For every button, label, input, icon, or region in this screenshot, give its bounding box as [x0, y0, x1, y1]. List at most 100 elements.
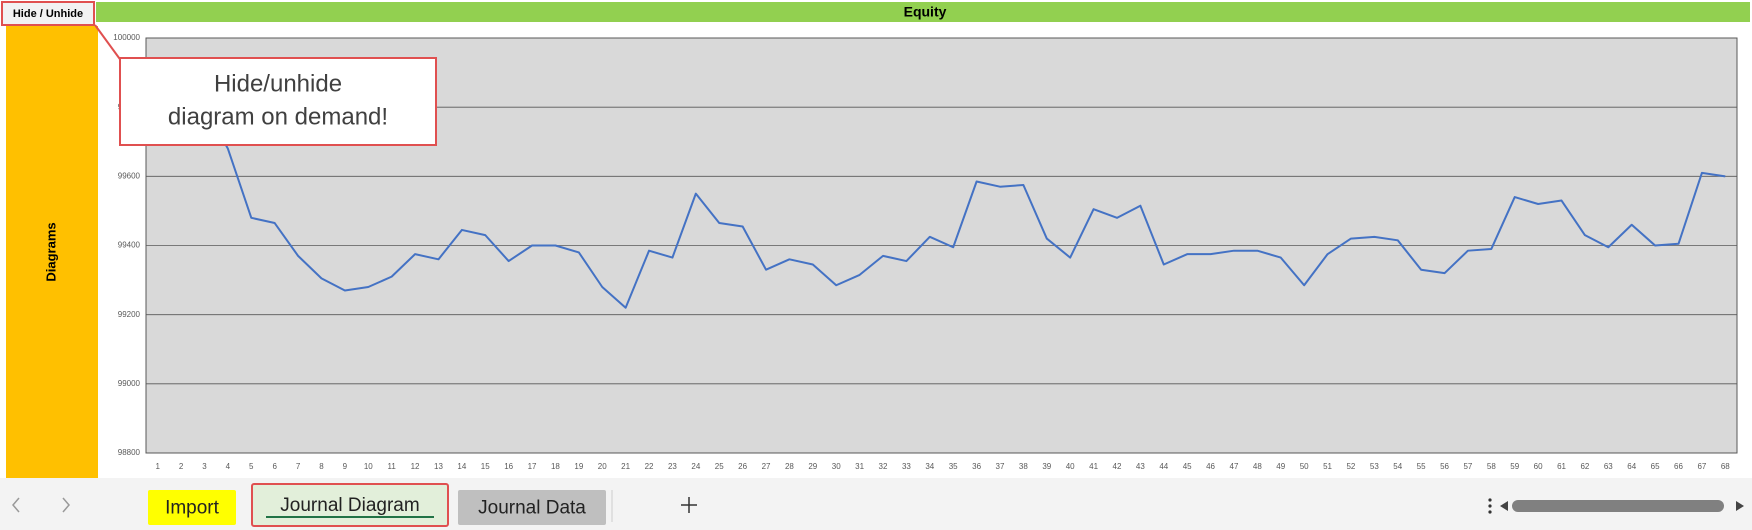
x-tick-label: 58 [1487, 462, 1496, 471]
x-tick-label: 61 [1557, 462, 1566, 471]
side-panel [6, 26, 98, 478]
dot[interactable] [1488, 504, 1492, 508]
x-tick-label: 28 [785, 462, 794, 471]
sheet-tab-label[interactable]: Journal Data [478, 498, 586, 519]
chart: 9880099000992009940099600998001000001234… [113, 33, 1738, 471]
more-options-button[interactable] [1488, 498, 1492, 514]
x-tick-label: 42 [1113, 462, 1122, 471]
x-tick-label: 8 [319, 462, 324, 471]
x-tick-label: 18 [551, 462, 560, 471]
x-tick-label: 51 [1323, 462, 1332, 471]
dot[interactable] [1488, 510, 1492, 514]
x-tick-label: 35 [949, 462, 958, 471]
x-tick-label: 1 [155, 462, 160, 471]
x-tick-label: 45 [1183, 462, 1192, 471]
callout: Hide/unhide diagram on demand! [94, 24, 437, 146]
x-tick-label: 13 [434, 462, 443, 471]
scroll-thumb[interactable] [1512, 500, 1724, 512]
dot[interactable] [1488, 498, 1492, 502]
x-tick-label: 23 [668, 462, 677, 471]
sheet-tab[interactable] [458, 490, 606, 525]
x-tick-label: 4 [226, 462, 231, 471]
x-tick-label: 33 [902, 462, 911, 471]
x-tick-label: 37 [996, 462, 1005, 471]
add-sheet-button[interactable] [681, 497, 697, 513]
x-tick-label: 59 [1510, 462, 1519, 471]
y-tick-label: 99200 [118, 310, 141, 319]
x-tick-label: 62 [1580, 462, 1589, 471]
y-tick-label: 99600 [118, 171, 141, 180]
x-tick-label: 68 [1721, 462, 1730, 471]
x-tick-label: 16 [504, 462, 513, 471]
x-tick-label: 24 [691, 462, 700, 471]
x-tick-label: 34 [925, 462, 934, 471]
x-tick-label: 15 [481, 462, 490, 471]
x-tick-label: 64 [1627, 462, 1636, 471]
x-tick-label: 7 [296, 462, 301, 471]
x-tick-label: 22 [645, 462, 654, 471]
x-tick-label: 21 [621, 462, 630, 471]
sheet-tab-label[interactable]: Journal Diagram [280, 495, 419, 516]
toggle-button-label[interactable]: Hide / Unhide [13, 8, 83, 20]
toggle-button[interactable] [1, 1, 95, 26]
next-sheet-button[interactable] [62, 497, 70, 513]
x-tick-label: 46 [1206, 462, 1215, 471]
x-tick-label: 36 [972, 462, 981, 471]
title-bar [96, 2, 1750, 22]
y-tick-label: 98800 [118, 448, 141, 457]
x-tick-label: 14 [457, 462, 466, 471]
x-tick-label: 20 [598, 462, 607, 471]
x-tick-label: 65 [1651, 462, 1660, 471]
x-tick-label: 26 [738, 462, 747, 471]
side-panel-label: Diagrams [43, 222, 58, 281]
chart-title: Equity [904, 4, 947, 20]
x-tick-label: 66 [1674, 462, 1683, 471]
x-tick-label: 25 [715, 462, 724, 471]
x-tick-label: 52 [1346, 462, 1355, 471]
x-tick-label: 60 [1534, 462, 1543, 471]
x-tick-label: 17 [528, 462, 537, 471]
x-tick-label: 11 [388, 462, 397, 471]
x-tick-label: 9 [343, 462, 348, 471]
x-tick-label: 54 [1393, 462, 1402, 471]
x-tick-label: 31 [855, 462, 864, 471]
scroll-left-button[interactable] [1500, 501, 1508, 511]
x-tick-label: 41 [1089, 462, 1098, 471]
x-tick-label: 56 [1440, 462, 1449, 471]
x-tick-label: 44 [1159, 462, 1168, 471]
x-tick-label: 50 [1300, 462, 1309, 471]
callout-pointer [94, 24, 123, 63]
prev-sheet-button[interactable] [12, 497, 20, 513]
x-tick-label: 12 [411, 462, 420, 471]
x-tick-label: 67 [1697, 462, 1706, 471]
x-tick-label: 38 [1019, 462, 1028, 471]
line-series [157, 88, 1726, 309]
x-tick-label: 49 [1276, 462, 1285, 471]
x-tick-label: 53 [1370, 462, 1379, 471]
callout-text: diagram on demand! [168, 103, 388, 130]
x-tick-label: 40 [1066, 462, 1075, 471]
x-tick-label: 3 [202, 462, 207, 471]
x-tick-label: 30 [832, 462, 841, 471]
scroll-right-button[interactable] [1736, 501, 1744, 511]
x-tick-label: 5 [249, 462, 254, 471]
x-tick-label: 6 [272, 462, 277, 471]
sheet-tab-label[interactable]: Import [165, 498, 220, 519]
x-tick-label: 29 [808, 462, 817, 471]
x-tick-label: 27 [762, 462, 771, 471]
callout-text: Hide/unhide [214, 70, 342, 97]
sheet-tab[interactable] [251, 483, 449, 527]
x-tick-label: 55 [1417, 462, 1426, 471]
x-tick-label: 48 [1253, 462, 1262, 471]
x-tick-label: 39 [1042, 462, 1051, 471]
x-tick-label: 10 [364, 462, 373, 471]
sheet-tab-bar: Import Journal Diagram Journal Data [0, 478, 1752, 530]
x-tick-label: 32 [879, 462, 888, 471]
y-tick-label: 100000 [113, 33, 140, 42]
x-tick-label: 57 [1463, 462, 1472, 471]
x-tick-label: 43 [1136, 462, 1145, 471]
x-tick-label: 19 [574, 462, 583, 471]
sheet-tab[interactable] [148, 490, 236, 525]
